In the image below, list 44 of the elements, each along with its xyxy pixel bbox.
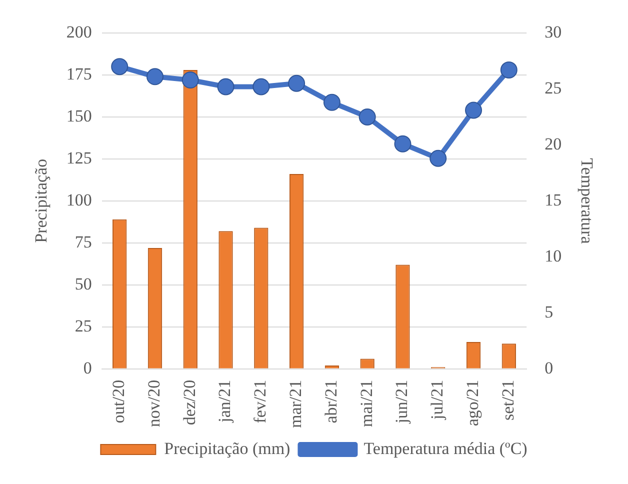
- point: [111, 58, 128, 76]
- x-tick-label: abr/21: [321, 380, 340, 424]
- y2-tick-label: 30: [544, 22, 562, 42]
- point: [146, 68, 164, 86]
- y2-tick-label: 10: [544, 246, 562, 266]
- point: [217, 78, 234, 96]
- y2-tick-label: 25: [544, 78, 562, 98]
- y2-tick-label: 20: [544, 134, 562, 154]
- x-tick-label: nov/20: [144, 380, 164, 428]
- x-tick-label: fev/21: [250, 380, 270, 424]
- point: [358, 108, 376, 126]
- point: [430, 150, 447, 167]
- legend-label: Temperatura média (ºC): [364, 438, 528, 458]
- point: [288, 74, 306, 92]
- x-tick-label: dez/20: [180, 380, 199, 426]
- y-tick-label: 100: [66, 190, 92, 210]
- x-tick-label: mar/21: [286, 380, 306, 428]
- y2-tick-label: 15: [544, 190, 562, 210]
- y-tick-label: 50: [74, 274, 92, 294]
- x-tick-label: out/20: [109, 380, 128, 424]
- y2-axis-title: Temperatura: [577, 158, 596, 244]
- point: [500, 61, 518, 78]
- y-tick-label: 25: [74, 316, 92, 336]
- point: [323, 94, 340, 111]
- legend-label: Precipitação (mm): [164, 438, 290, 458]
- y2-tick-label: 5: [544, 302, 554, 322]
- x-tick-label: set/21: [498, 380, 518, 420]
- y-tick-label: 200: [66, 22, 92, 42]
- point: [182, 72, 199, 89]
- point: [394, 135, 412, 152]
- x-tick-label: jun/21: [392, 380, 412, 424]
- point: [465, 102, 482, 119]
- y-tick-label: 175: [66, 64, 92, 84]
- y-tick-label: 150: [66, 106, 92, 126]
- y-axis-title: Precipitação: [32, 158, 51, 243]
- y-tick-label: 125: [66, 148, 92, 168]
- x-tick-label: mai/21: [356, 380, 376, 428]
- y2-tick-label: 0: [544, 358, 554, 378]
- y-tick-label: 0: [83, 358, 92, 378]
- x-tick-label: ago/21: [462, 380, 482, 426]
- x-tick-label: jan/21: [215, 380, 234, 424]
- y-tick-label: 75: [74, 232, 92, 252]
- x-tick-label: jul/21: [428, 380, 447, 421]
- point: [252, 78, 270, 96]
